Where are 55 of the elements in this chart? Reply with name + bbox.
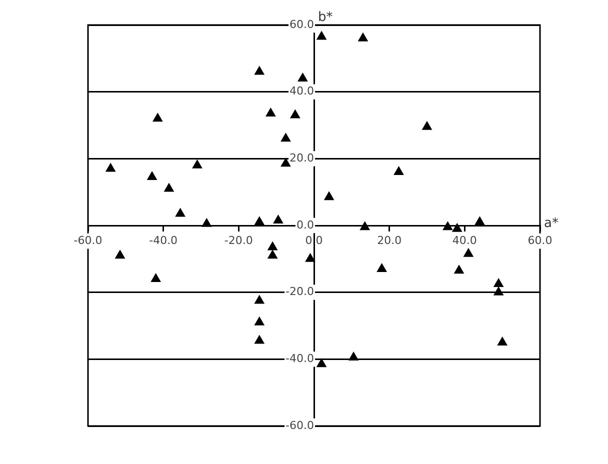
x-tick-label: 60.0 xyxy=(528,234,552,247)
point xyxy=(150,273,161,282)
x-tick-label: -60.0 xyxy=(74,234,102,247)
point xyxy=(273,214,284,224)
point xyxy=(290,110,300,118)
x-tick-label: 20.0 xyxy=(377,234,402,247)
point xyxy=(305,253,316,262)
x-tick-label: -40.0 xyxy=(149,234,178,247)
point xyxy=(298,72,308,82)
point xyxy=(254,66,264,75)
point xyxy=(280,133,291,142)
x-tick-label: -20.0 xyxy=(224,234,253,247)
point xyxy=(376,263,387,272)
point xyxy=(268,242,278,250)
y-tick-label: -40.0 xyxy=(286,352,314,366)
point xyxy=(152,113,163,122)
point xyxy=(358,32,368,42)
point xyxy=(192,160,202,168)
point xyxy=(498,336,508,346)
point xyxy=(106,163,116,172)
point xyxy=(442,222,453,230)
point xyxy=(454,265,464,274)
point xyxy=(422,121,432,130)
point xyxy=(202,218,212,227)
point xyxy=(360,222,370,230)
point xyxy=(164,183,174,192)
point xyxy=(494,286,504,296)
y-tick-label: 20.0 xyxy=(290,152,314,165)
point xyxy=(254,335,264,344)
point xyxy=(324,192,334,200)
point xyxy=(348,352,358,360)
point xyxy=(254,216,264,226)
point xyxy=(254,316,264,326)
point xyxy=(394,166,404,176)
point xyxy=(147,172,157,180)
y-tick-label: -60.0 xyxy=(286,418,314,432)
point xyxy=(316,358,326,368)
point xyxy=(316,31,326,40)
y-tick-label: 40.0 xyxy=(290,84,314,98)
point xyxy=(115,250,125,259)
point xyxy=(494,278,504,287)
x-tick-label: 40.0 xyxy=(452,234,477,247)
point xyxy=(175,208,186,217)
point xyxy=(268,250,278,259)
point xyxy=(280,158,291,167)
y-tick-label: 0.0 xyxy=(296,218,314,232)
x-axis-title: a* xyxy=(544,216,559,231)
point xyxy=(452,223,462,232)
point xyxy=(474,216,485,226)
point xyxy=(464,248,474,257)
y-tick-label: -20.0 xyxy=(286,285,314,298)
y-tick-label: 60.0 xyxy=(290,18,314,31)
y-axis-title: b* xyxy=(318,10,334,25)
point xyxy=(254,295,264,304)
point xyxy=(266,108,276,117)
